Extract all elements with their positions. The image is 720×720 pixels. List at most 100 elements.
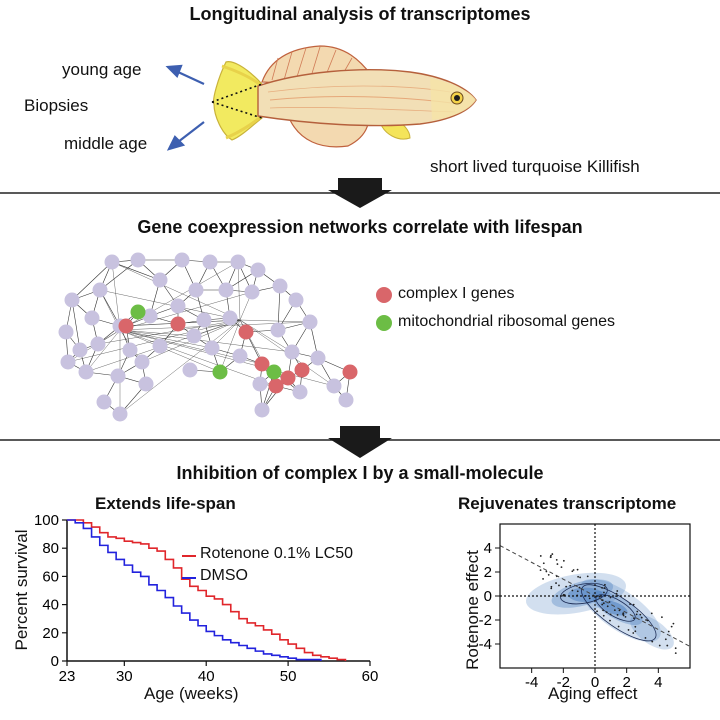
scatter-ytick-label: -4 xyxy=(479,636,492,653)
network-node xyxy=(64,292,80,308)
network-node xyxy=(142,308,158,324)
network-node xyxy=(186,328,202,344)
network-node xyxy=(284,344,300,360)
network-edge xyxy=(67,319,241,363)
section1-title: Longitudinal analysis of transcriptomes xyxy=(189,4,531,24)
survival-ytick-label: 80 xyxy=(42,540,59,557)
gene-network xyxy=(58,252,358,422)
survival-ytick-label: 60 xyxy=(42,568,59,585)
network-edge xyxy=(219,319,241,373)
network-node xyxy=(104,254,120,270)
legend-dot-complex-i xyxy=(376,287,392,303)
network-node xyxy=(310,350,326,366)
mito-ribosomal-node xyxy=(266,364,282,380)
scatter-ytick-label: 0 xyxy=(484,588,492,605)
scatter-point xyxy=(674,652,677,655)
scatter-point xyxy=(651,640,654,643)
network-node xyxy=(302,314,318,330)
network-node xyxy=(174,252,190,268)
network-edge xyxy=(119,329,195,337)
survival-ytick-label: 0 xyxy=(51,653,59,670)
dmso-curve xyxy=(67,519,322,661)
survival-xtick-label: 30 xyxy=(116,668,133,685)
network-edge xyxy=(71,261,113,301)
anal-fin xyxy=(289,119,369,148)
down-arrow-2 xyxy=(328,426,392,458)
scatter-point xyxy=(650,612,653,615)
network-edge xyxy=(239,319,311,323)
mito-ribosomal-node xyxy=(212,364,228,380)
lifespan-title: Extends life-span xyxy=(95,494,236,513)
network-edge xyxy=(111,261,241,321)
scatter-point xyxy=(622,614,625,617)
mito-ribosomal-node xyxy=(130,304,146,320)
network-node xyxy=(204,340,220,356)
scatter-point xyxy=(609,613,612,616)
scatter-point xyxy=(569,584,572,587)
survival-ylabel: Percent survival xyxy=(12,529,31,651)
biopsies-label: Biopsies xyxy=(24,96,89,115)
network-node xyxy=(182,362,198,378)
transcriptome-title: Rejuvenates transcriptome xyxy=(458,494,677,513)
legend-rotenone: Rotenone 0.1% LC50 xyxy=(200,545,353,562)
scatter-point xyxy=(601,586,604,589)
scatter-point xyxy=(586,575,589,578)
network-edge xyxy=(119,329,335,387)
network-node xyxy=(254,402,270,418)
scatter-point xyxy=(636,610,639,613)
scatter-point xyxy=(639,613,642,616)
scatter-point xyxy=(602,609,604,612)
network-edge xyxy=(97,319,241,345)
density-contour xyxy=(581,584,657,642)
scatter-point xyxy=(644,637,647,639)
scatter-point xyxy=(551,553,554,555)
scatter-point xyxy=(550,585,553,588)
middle-age-label: middle age xyxy=(64,134,148,153)
scatter-point xyxy=(629,603,631,605)
density-region xyxy=(600,600,628,616)
network-edge xyxy=(119,329,277,387)
network-node xyxy=(292,384,308,400)
scatter-point xyxy=(603,591,605,594)
network-edge xyxy=(85,329,121,373)
young-age-label: young age xyxy=(62,60,142,79)
scatter-xtick-label: -2 xyxy=(557,674,570,691)
scatter-point xyxy=(601,603,604,606)
scatter-point xyxy=(606,605,609,608)
scatter-point xyxy=(602,602,605,605)
scatter-point xyxy=(632,632,635,634)
network-node xyxy=(222,310,238,326)
legend-dot-mito-ribosomal xyxy=(376,315,392,331)
scatter-point xyxy=(576,590,579,593)
complex-i-node xyxy=(294,362,310,378)
down-arrow-1 xyxy=(328,178,392,208)
network-node xyxy=(72,342,88,358)
scatter-point xyxy=(560,566,563,569)
network-edge xyxy=(119,319,241,415)
scatter-point xyxy=(613,609,616,612)
survival-xtick-label: 50 xyxy=(280,668,297,685)
network-node xyxy=(90,336,106,352)
network-node xyxy=(338,392,354,408)
complex-i-node xyxy=(280,370,296,386)
scatter-point xyxy=(622,612,625,615)
network-edge xyxy=(99,259,139,291)
scatter-point xyxy=(571,589,574,592)
network-node xyxy=(272,278,288,294)
scatter-point xyxy=(555,558,558,561)
scatter-point xyxy=(565,585,568,588)
scatter-xlabel: Aging effect xyxy=(548,684,638,703)
complex-i-node xyxy=(342,364,358,380)
network-node xyxy=(130,252,146,268)
density-contour xyxy=(595,594,636,622)
survival-ytick-label: 20 xyxy=(42,625,59,642)
network-edge xyxy=(119,291,253,331)
survival-ytick-label: 100 xyxy=(34,512,59,529)
scatter-point xyxy=(602,614,605,617)
network-node xyxy=(202,254,218,270)
legend-complex-i: complex I genes xyxy=(398,285,515,302)
complex-i-node xyxy=(118,318,134,334)
scatter-point xyxy=(667,630,670,633)
scatter-point xyxy=(633,617,635,620)
scatter-point xyxy=(572,569,575,571)
